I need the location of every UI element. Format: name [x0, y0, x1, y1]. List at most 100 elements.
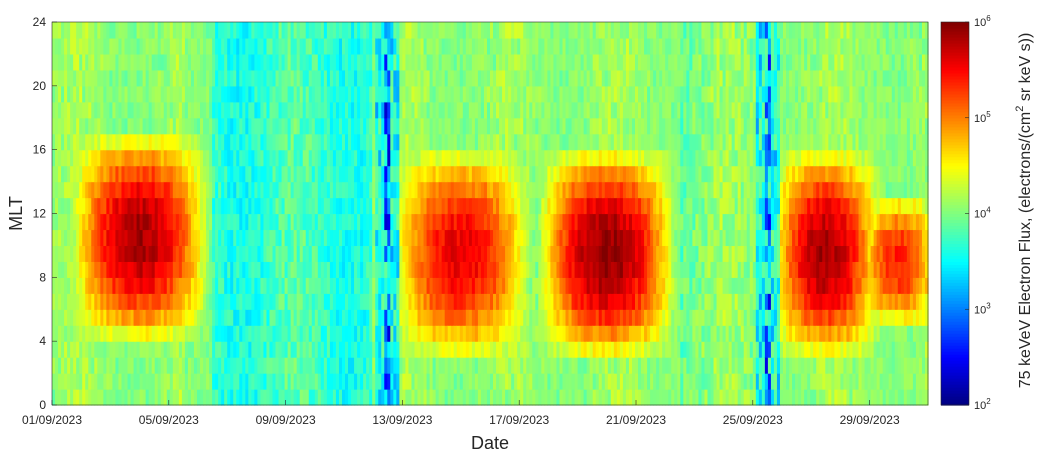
- heatmap-cell: [308, 373, 313, 390]
- heatmap-cell: [490, 53, 494, 71]
- heatmap-cell: [589, 229, 594, 247]
- heatmap-cell: [290, 117, 295, 135]
- heatmap-cell: [628, 37, 633, 55]
- heatmap-cell: [399, 325, 403, 342]
- heatmap-cell: [662, 37, 666, 55]
- heatmap-cell: [88, 373, 92, 390]
- heatmap-cell: [82, 277, 86, 294]
- heatmap-cell: [668, 181, 672, 199]
- heatmap-cell: [314, 389, 319, 406]
- heatmap-cell: [607, 85, 612, 103]
- heatmap-cell: [453, 149, 458, 167]
- heatmap-cell: [435, 213, 440, 231]
- heatmap-cell: [73, 389, 77, 406]
- heatmap-cell: [535, 197, 539, 215]
- heatmap-cell: [115, 213, 120, 231]
- heatmap-cell: [103, 277, 107, 294]
- heatmap-cell: [308, 293, 313, 310]
- heatmap-cell: [55, 197, 59, 215]
- heatmap-cell: [275, 37, 280, 55]
- heatmap-cell: [486, 181, 491, 199]
- heatmap-cell: [323, 389, 328, 406]
- heatmap-cell: [163, 37, 168, 55]
- heatmap-cell: [399, 389, 403, 406]
- heatmap-cell: [160, 341, 165, 358]
- heatmap-cell: [308, 133, 313, 151]
- heatmap-cell: [172, 85, 177, 103]
- heatmap-cell: [221, 261, 225, 278]
- heatmap-cell: [378, 213, 382, 231]
- heatmap-cell: [94, 213, 98, 231]
- heatmap-cell: [393, 277, 397, 294]
- heatmap-cell: [209, 309, 213, 326]
- heatmap-cell: [118, 181, 123, 199]
- heatmap-cell: [571, 245, 576, 262]
- heatmap-cell: [381, 261, 385, 278]
- heatmap-cell: [462, 197, 467, 215]
- heatmap-cell: [363, 389, 367, 406]
- heatmap-cell: [124, 197, 129, 215]
- heatmap-cell: [574, 373, 579, 390]
- heatmap-cell: [411, 261, 416, 278]
- heatmap-cell: [532, 213, 536, 231]
- heatmap-cell: [145, 293, 150, 310]
- heatmap-cell: [378, 197, 382, 215]
- heatmap-cell: [212, 181, 216, 199]
- heatmap-cell: [335, 101, 340, 119]
- heatmap-cell: [616, 37, 621, 55]
- heatmap-cell: [508, 229, 512, 247]
- heatmap-cell: [556, 325, 561, 342]
- heatmap-cell: [305, 149, 310, 167]
- heatmap-cell: [136, 245, 141, 262]
- heatmap-cell: [112, 37, 117, 55]
- heatmap-cell: [290, 277, 295, 294]
- heatmap-cell: [417, 341, 422, 358]
- heatmap-cell: [601, 37, 606, 55]
- heatmap-cell: [659, 37, 663, 55]
- heatmap-cell: [172, 341, 177, 358]
- heatmap-cell: [483, 309, 488, 326]
- heatmap-cell: [142, 197, 147, 215]
- heatmap-cell: [483, 149, 488, 167]
- heatmap-cell: [435, 149, 440, 167]
- heatmap-cell: [471, 181, 476, 199]
- heatmap-cell: [248, 197, 252, 215]
- heatmap-cell: [459, 85, 464, 103]
- heatmap-cell: [351, 245, 355, 262]
- heatmap-cell: [242, 37, 246, 55]
- heatmap-cell: [423, 357, 428, 374]
- heatmap-cell: [547, 22, 552, 39]
- heatmap-cell: [375, 22, 379, 39]
- heatmap-cell: [641, 245, 645, 262]
- heatmap-cell: [650, 325, 654, 342]
- heatmap-cell: [438, 325, 443, 342]
- heatmap-cell: [284, 197, 289, 215]
- heatmap-cell: [650, 373, 654, 390]
- heatmap-cell: [502, 69, 506, 87]
- heatmap-cell: [166, 197, 171, 215]
- heatmap-cell: [559, 181, 564, 199]
- heatmap-cell: [360, 341, 364, 358]
- heatmap-cell: [372, 165, 376, 183]
- heatmap-cell: [598, 277, 603, 294]
- heatmap-cell: [154, 85, 159, 103]
- heatmap-cell: [508, 165, 512, 183]
- heatmap-cell: [405, 22, 410, 39]
- heatmap-cell: [677, 277, 681, 294]
- heatmap-cell: [653, 261, 657, 278]
- heatmap-cell: [423, 85, 428, 103]
- heatmap-cell: [586, 101, 591, 119]
- heatmap-cell: [625, 325, 630, 342]
- heatmap-cell: [251, 165, 255, 183]
- heatmap-cell: [151, 309, 156, 326]
- heatmap-cell: [133, 389, 138, 406]
- heatmap-cell: [169, 133, 174, 151]
- heatmap-cell: [480, 197, 485, 215]
- heatmap-cell: [477, 53, 482, 71]
- heatmap-cell: [547, 341, 552, 358]
- heatmap-cell: [456, 53, 461, 71]
- heatmap-cell: [638, 197, 642, 215]
- heatmap-cell: [541, 37, 545, 55]
- heatmap-cell: [299, 53, 304, 71]
- heatmap-cell: [212, 149, 216, 167]
